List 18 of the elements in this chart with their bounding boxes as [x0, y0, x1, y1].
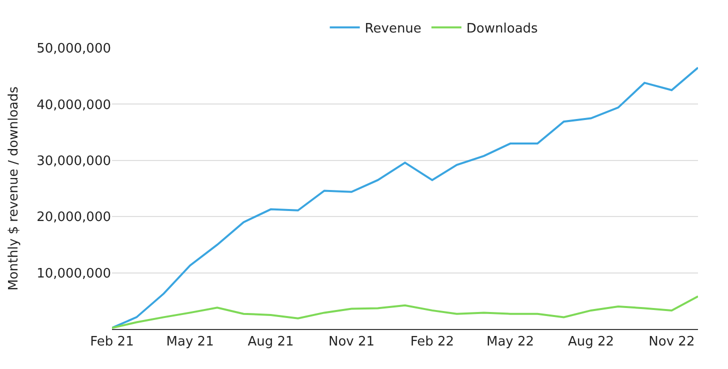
y-axis-title: Monthly $ revenue / downloads [6, 86, 22, 291]
x-tick-label: Nov 21 [328, 334, 375, 350]
y-tick-label: 20,000,000 [36, 210, 111, 226]
y-tick-label: 30,000,000 [36, 154, 111, 169]
line-series [112, 66, 698, 329]
y-tick-label: 40,000,000 [36, 98, 111, 113]
x-tick-label: Aug 21 [248, 334, 294, 350]
line-series [112, 295, 698, 329]
x-tick-label: May 21 [166, 334, 214, 350]
x-tick-label: Nov 22 [648, 334, 695, 350]
legend-label: Downloads [466, 21, 538, 36]
x-tick-label: May 22 [486, 334, 534, 350]
y-tick-label: 10,000,000 [36, 266, 111, 282]
legend-label: Revenue [364, 21, 422, 36]
x-tick-label: Feb 21 [90, 334, 134, 350]
y-tick-label: 50,000,000 [36, 42, 111, 57]
x-tick-label: Aug 22 [568, 334, 614, 350]
x-tick-label: Feb 22 [410, 334, 454, 350]
